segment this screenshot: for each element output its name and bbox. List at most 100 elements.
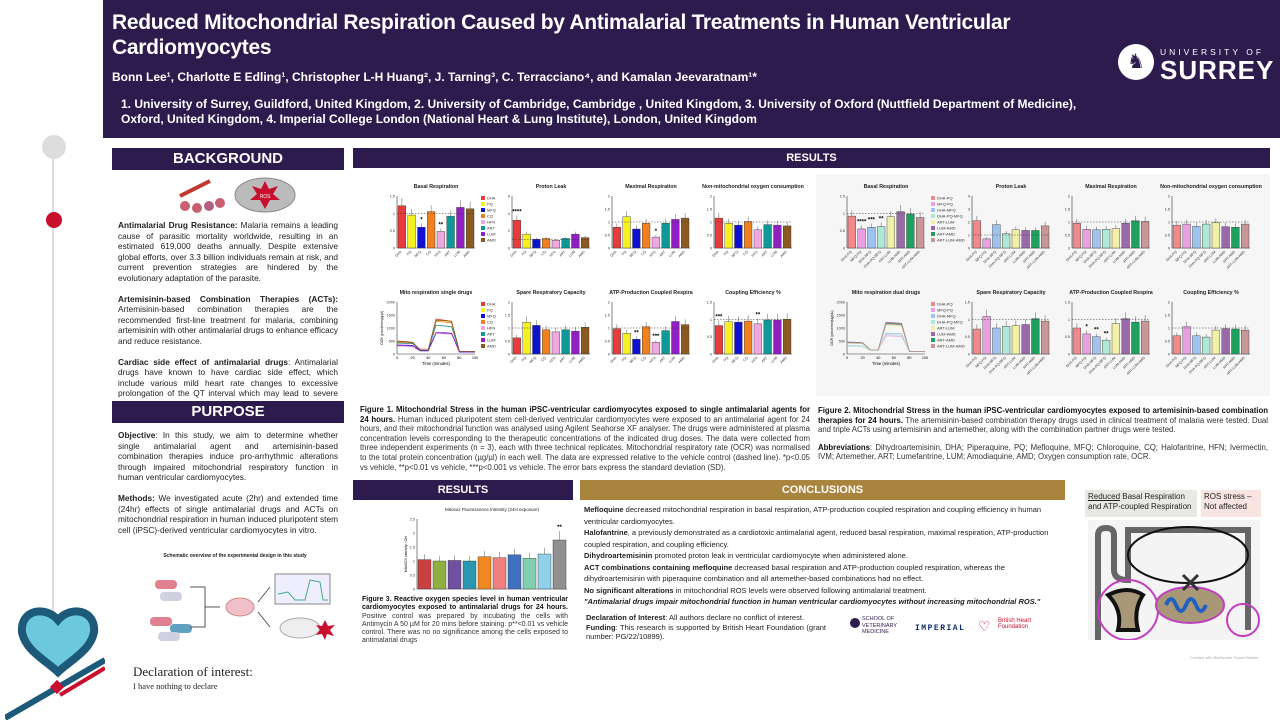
chart-f1_basal: Basal Respiration 0 0.5 1 1.5 DHA PQ MFQ * CQ HFN *…: [385, 182, 503, 279]
bar: [763, 319, 772, 355]
x-tick-label: ART: [559, 249, 567, 257]
series-line: [396, 319, 475, 352]
legend-swatch: [931, 344, 935, 348]
bar: [1092, 229, 1101, 249]
y-tick-label: 0.5: [707, 335, 712, 339]
bar: [714, 325, 723, 355]
x-tick-label: LUM: [668, 250, 676, 258]
bar: [724, 321, 733, 355]
bar: [651, 342, 660, 355]
x-tick-label: CQ: [540, 250, 547, 257]
significance-label: ****: [857, 220, 867, 226]
x-tick-label: ART: [761, 355, 769, 363]
bar: [857, 228, 866, 249]
bar: [1202, 223, 1211, 249]
y-tick-label: 0.5: [505, 340, 510, 344]
x-tick-label: ART: [659, 355, 667, 363]
y-tick-label: 0: [608, 247, 610, 251]
y-tick-label: 0: [1068, 247, 1070, 251]
decl-title: Declaration of Interest: [586, 613, 666, 622]
y-tick-label: 0.5: [1165, 234, 1170, 238]
bar: [1111, 228, 1120, 249]
x-tick-label: CQ: [640, 250, 647, 257]
y-tick-label: 0.5: [1065, 335, 1070, 339]
y-tick-label: 1.5: [707, 208, 712, 212]
bar: [1031, 318, 1040, 355]
bar: [681, 217, 690, 249]
chart-svg: Proton Leak 0 2 4 6 DHA **** PQ MFQ CQ HFN ART LUM AM…: [508, 184, 590, 258]
y-tick-label: 0: [608, 353, 610, 357]
bar: [972, 220, 981, 249]
bar: [407, 214, 416, 249]
x-tick-label: AMD: [678, 250, 687, 259]
bar: [477, 556, 492, 590]
stag-icon: ♞: [1118, 44, 1154, 80]
chart-title: Basal Respiration: [414, 184, 459, 190]
bar: [906, 213, 915, 249]
significance-label: ***: [652, 334, 660, 340]
methods-text: We investigated acute (2hr) and extended…: [118, 492, 338, 535]
bar: [551, 331, 560, 355]
legend-label: AMD: [487, 238, 496, 243]
chart-f1_nonmito: Non-mitochondrial oxygen consumption 0 0.5…: [702, 182, 820, 279]
declaration-line: Declaration of Interest: All authors dec…: [586, 613, 826, 623]
legend-label: ART: [487, 332, 495, 337]
significance-label: **: [756, 312, 761, 318]
x-tick-label: LUM: [668, 356, 676, 364]
bar: [456, 207, 465, 249]
funding-block: Declaration of Interest: All authors dec…: [586, 613, 826, 642]
heart-logo-icon: [5, 607, 105, 720]
x-tick-label: 80: [907, 356, 911, 360]
item-title: Antimalarial Drug Resistance:: [118, 220, 238, 230]
x-tick-label: ART: [659, 249, 667, 257]
y-tick-label: 0.5: [1065, 234, 1070, 238]
y-tick-label: 0: [508, 247, 510, 251]
figure2-caption-para: Figure 2. Mitochondrial Stress in the hu…: [818, 406, 1268, 435]
legend-swatch: [481, 226, 485, 230]
significance-label: *: [1085, 324, 1088, 330]
x-tick-label: AMD: [678, 356, 687, 365]
x-tick-label: AMD: [578, 356, 587, 365]
y-tick-label: 500: [389, 340, 395, 344]
bar: [1021, 230, 1030, 249]
y-tick-label: 0.5: [965, 335, 970, 339]
legend-swatch: [931, 232, 935, 236]
x-tick-label: ART: [559, 355, 567, 363]
series-line: [396, 332, 475, 353]
chart-f1_coup: Coupling Efficiency % 0 0.5 1 1.5 DHA *** PQ MFQ…: [702, 288, 820, 385]
y-tick-label: 0: [1068, 353, 1070, 357]
bar: [982, 316, 991, 355]
bar: [714, 217, 723, 249]
chart-title: Proton Leak: [996, 184, 1027, 190]
experimental-design-schematic: [150, 573, 335, 641]
x-tick-label: LUM: [770, 356, 778, 364]
y-tick-label: 1: [1168, 327, 1170, 331]
y-tick-label: 1: [1068, 221, 1070, 225]
legend-swatch: [931, 332, 935, 336]
legend-label: DHA-MFQ: [937, 208, 956, 213]
bar: [561, 238, 570, 249]
x-tick-label: CQ: [540, 356, 547, 363]
caption-title: Figure 3. Reactive oxygen species level …: [362, 596, 568, 612]
y-tick-label: 0: [710, 247, 712, 251]
significance-label: **: [1094, 328, 1099, 334]
legend-swatch: [481, 320, 485, 324]
bar: [1221, 328, 1230, 355]
chart-f1_ocr: Mito respiration single drugs 0 500 1000 150…: [380, 288, 503, 385]
conclusion-title: ACT combinations containing mefloquine: [584, 562, 733, 572]
y-tick-label: 1: [710, 221, 712, 225]
chart-svg: Non-mitochondrial oxygen consumption 0 0.5…: [702, 184, 804, 258]
bar: [1002, 326, 1011, 355]
chart-f1_leak: Proton Leak 0 2 4 6 DHA **** PQ MFQ CQ HFN ART LUM AM…: [500, 182, 618, 279]
chart-f1_atp: ATP-Production Coupled Respira 0 0.5 1 1.5 2 D…: [600, 288, 718, 385]
conclusions-list: Mefloquine decreased mitochondrial respi…: [584, 504, 1064, 608]
bar: [1231, 328, 1240, 355]
legend-label: HFN: [487, 326, 495, 331]
bar: [1111, 323, 1120, 355]
bar: [724, 223, 733, 249]
x-tick-label: AMD: [463, 250, 472, 259]
x-tick-label: MFQ: [529, 356, 538, 365]
results2-heading: RESULTS: [353, 480, 573, 500]
x-tick-label: HFN: [649, 250, 657, 258]
x-tick-label: HFN: [549, 250, 557, 258]
